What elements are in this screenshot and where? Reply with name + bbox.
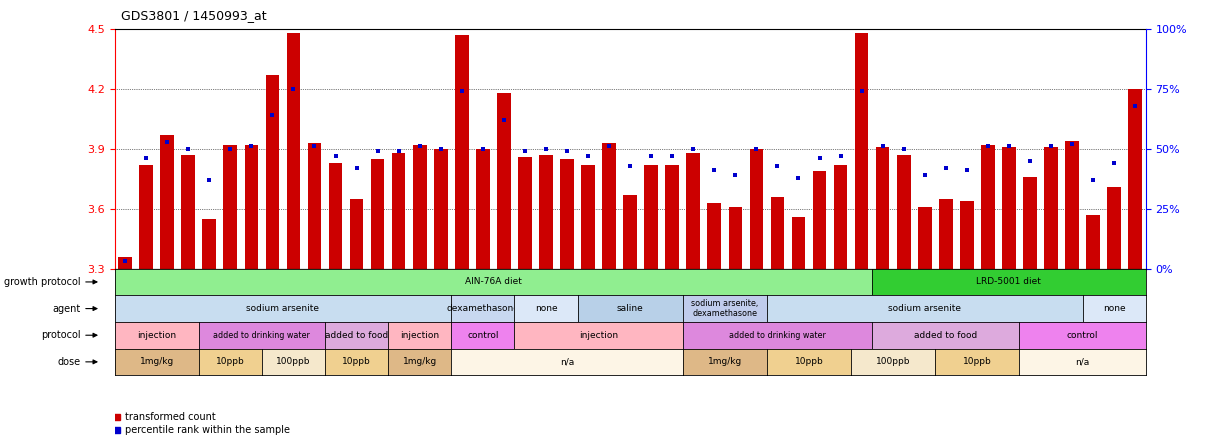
Bar [1044,147,1058,269]
Text: transformed count: transformed count [125,412,216,422]
Text: LRD-5001 diet: LRD-5001 diet [977,278,1041,286]
Bar [980,145,995,269]
Text: 1mg/kg: 1mg/kg [403,357,437,366]
Text: protocol: protocol [41,330,81,340]
Bar [392,153,405,269]
Bar [1065,141,1079,269]
Bar [519,157,532,269]
Text: sodium arsenite: sodium arsenite [889,304,961,313]
Text: injection: injection [579,331,619,340]
Bar [581,165,595,269]
Bar [833,165,848,269]
Text: dexamethasone: dexamethasone [446,304,520,313]
Bar [370,159,385,269]
Bar [497,93,510,269]
Bar [118,257,131,269]
Text: n/a: n/a [560,357,574,366]
Text: injection: injection [137,331,176,340]
Text: none: none [1102,304,1125,313]
Text: 10ppb: 10ppb [962,357,991,366]
Bar [412,145,427,269]
Text: 10ppb: 10ppb [343,357,371,366]
Bar [350,199,363,269]
Text: sodium arsenite,
dexamethasone: sodium arsenite, dexamethasone [691,299,759,318]
Bar [160,135,174,269]
Bar [686,153,701,269]
Bar [728,207,742,269]
Text: 10ppb: 10ppb [795,357,824,366]
Text: n/a: n/a [1076,357,1090,366]
Bar [708,202,721,269]
Text: control: control [467,331,498,340]
Text: 1mg/kg: 1mg/kg [140,357,174,366]
Bar [624,194,637,269]
Text: GDS3801 / 1450993_at: GDS3801 / 1450993_at [121,9,267,22]
Text: injection: injection [400,331,439,340]
Bar [918,207,931,269]
Bar [140,165,153,269]
Bar [245,145,258,269]
Text: saline: saline [616,304,644,313]
Text: added to food: added to food [324,331,388,340]
Text: added to drinking water: added to drinking water [728,331,826,340]
Text: AIN-76A diet: AIN-76A diet [466,278,522,286]
Text: 100ppb: 100ppb [276,357,311,366]
Bar [876,147,890,269]
Text: 100ppb: 100ppb [876,357,911,366]
Bar [644,165,658,269]
Bar [1087,215,1100,269]
Text: added to food: added to food [914,331,977,340]
Text: control: control [1067,331,1099,340]
Text: percentile rank within the sample: percentile rank within the sample [125,425,291,435]
Bar [560,159,574,269]
Bar [602,143,616,269]
Bar [1002,147,1015,269]
Text: sodium arsenite: sodium arsenite [246,304,320,313]
Bar [455,35,469,269]
Text: 1mg/kg: 1mg/kg [708,357,742,366]
Bar [939,199,953,269]
Bar [1023,177,1037,269]
Bar [329,163,343,269]
Text: dose: dose [58,357,81,367]
Bar [666,165,679,269]
Bar [476,149,490,269]
Bar [771,197,784,269]
Text: agent: agent [53,304,81,313]
Bar [1129,89,1142,269]
Bar [750,149,763,269]
Bar [1107,186,1120,269]
Bar [897,155,911,269]
Bar [791,217,806,269]
Bar [960,201,973,269]
Text: added to drinking water: added to drinking water [213,331,310,340]
Bar [855,33,868,269]
Text: growth protocol: growth protocol [4,277,81,287]
Bar [308,143,321,269]
Bar [434,149,447,269]
Text: none: none [534,304,557,313]
Bar [223,145,238,269]
Text: 10ppb: 10ppb [216,357,245,366]
Bar [265,75,280,269]
Bar [287,33,300,269]
Bar [181,155,195,269]
Bar [813,171,826,269]
Bar [539,155,552,269]
Bar [203,219,216,269]
